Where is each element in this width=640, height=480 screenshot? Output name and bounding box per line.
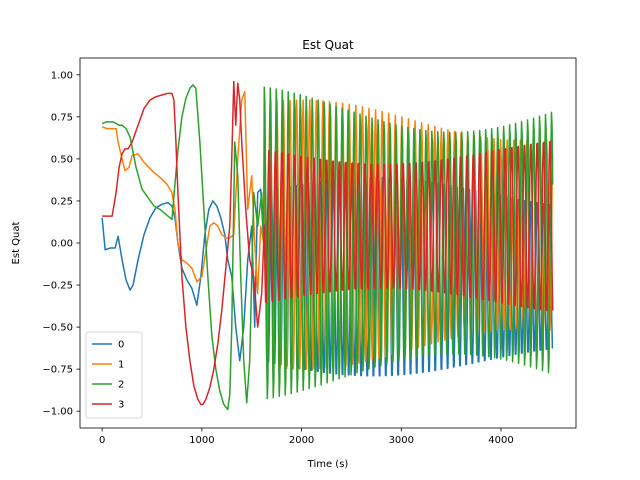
y-tick-label: 0.50 [51, 154, 73, 165]
y-tick-label: 1.00 [51, 70, 73, 81]
chart-title: Est Quat [302, 38, 354, 52]
y-tick-label: −1.00 [42, 407, 73, 418]
y-axis: −1.00 −0.75 −0.50 −0.25 0.00 0.25 0.50 0.75 1.00 [42, 70, 80, 418]
x-tick-label: 0 [99, 435, 105, 446]
legend-label-1: 1 [118, 360, 124, 371]
x-axis-label: Time (s) [307, 459, 349, 470]
series-line-2 [101, 84, 554, 411]
y-tick-label: 0.00 [51, 239, 73, 250]
y-tick-label: −0.50 [42, 323, 73, 334]
y-tick-label: −0.25 [42, 281, 73, 292]
x-axis: 0 1000 2000 3000 4000 [99, 428, 514, 446]
legend-box [85, 331, 143, 419]
legend-label-2: 2 [118, 380, 124, 391]
y-tick-label: −0.75 [42, 365, 73, 376]
x-tick-label: 1000 [189, 435, 214, 446]
x-tick-label: 3000 [389, 435, 414, 446]
series-line-3 [102, 80, 554, 406]
y-tick-label: 0.25 [51, 196, 73, 207]
y-axis-label: Est Quat [11, 221, 22, 264]
y-tick-label: 0.75 [51, 112, 73, 123]
series-layer [101, 80, 554, 411]
x-tick-label: 2000 [289, 435, 314, 446]
x-tick-label: 4000 [488, 435, 513, 446]
legend-label-3: 3 [118, 400, 124, 411]
legend-label-0: 0 [118, 340, 124, 351]
legend: 0 1 2 3 [85, 331, 143, 419]
